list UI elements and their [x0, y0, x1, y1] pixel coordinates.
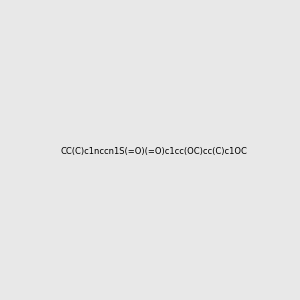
Text: CC(C)c1nccn1S(=O)(=O)c1cc(OC)cc(C)c1OC: CC(C)c1nccn1S(=O)(=O)c1cc(OC)cc(C)c1OC — [60, 147, 247, 156]
